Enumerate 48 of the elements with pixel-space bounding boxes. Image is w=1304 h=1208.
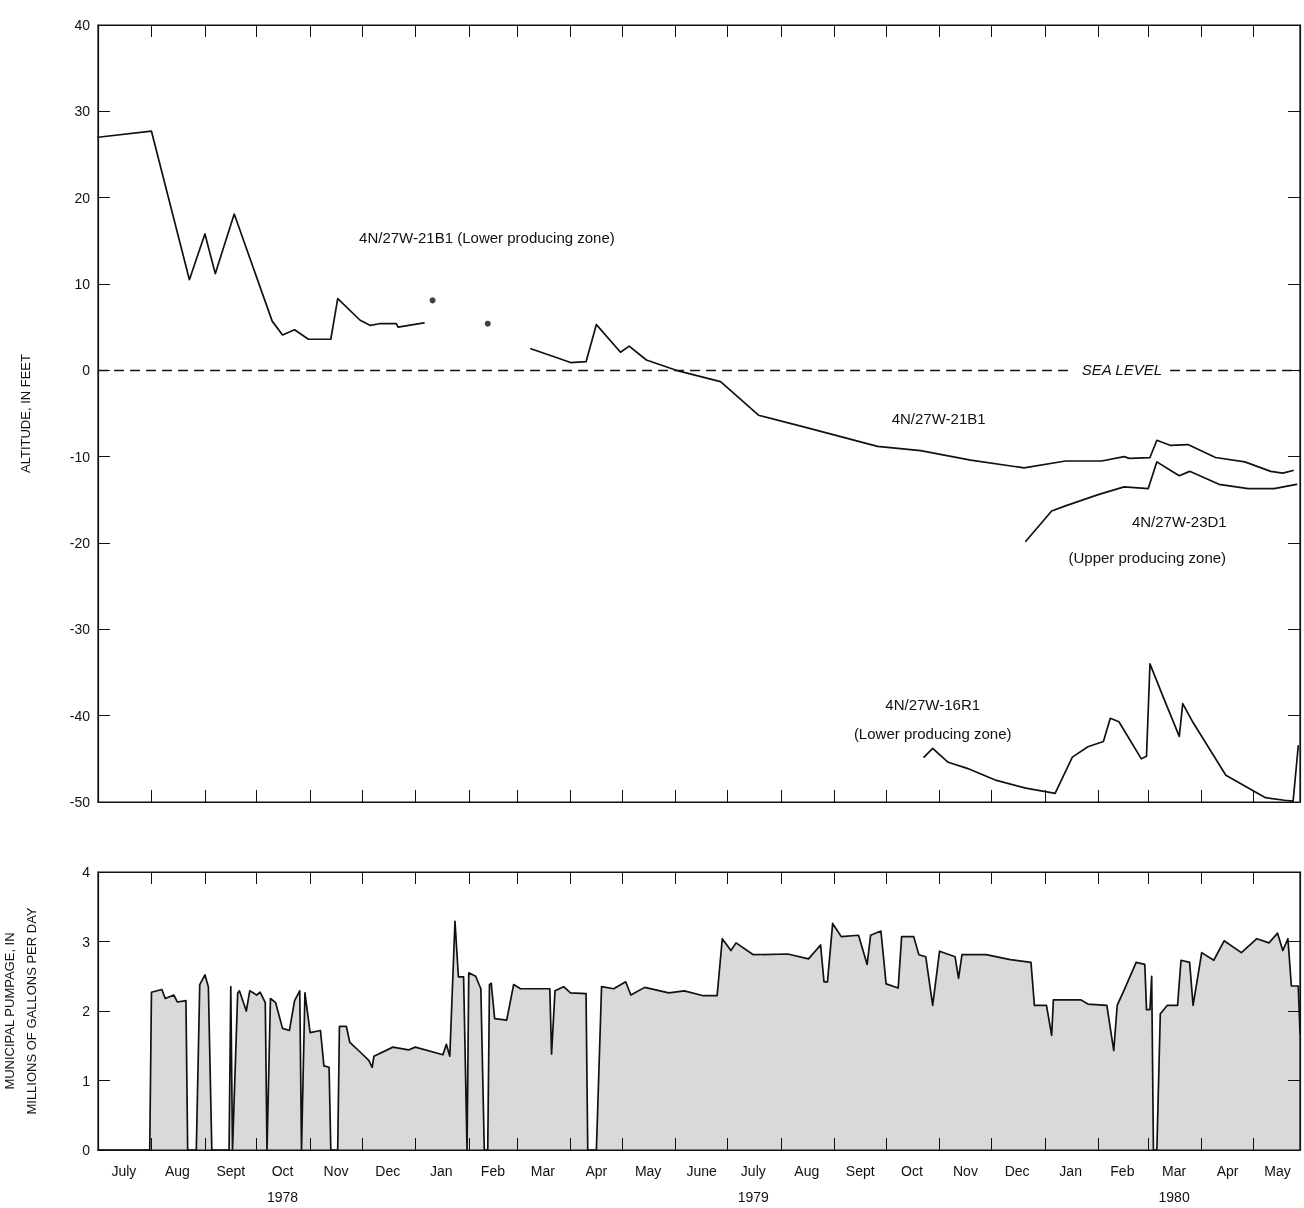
y-tick-label: -10 — [69, 448, 91, 465]
x-tick-label: Apr — [585, 1163, 608, 1179]
x-tick-label: June — [686, 1163, 717, 1179]
x-tick-label: Dec — [375, 1163, 401, 1179]
y-tick-label: 2 — [82, 1003, 91, 1019]
y-tick-label: -40 — [69, 707, 91, 724]
series-label: 4N/27W-21B1 — [891, 410, 986, 428]
y-tick-label: 30 — [74, 103, 91, 120]
x-tick-label: Feb — [1110, 1163, 1135, 1179]
y-tick-label: 40 — [74, 17, 91, 33]
x-tick-label: May — [634, 1163, 662, 1179]
y-tick-label: -20 — [69, 535, 91, 551]
y-tick-label: -50 — [69, 794, 91, 810]
y-axis-title: MUNICIPAL PUMPAGE, IN MILLIONS OF GALLONS PER DAY — [1, 907, 39, 1115]
ref-line-label: SEA LEVEL — [1081, 361, 1162, 379]
y-tick-label: 10 — [74, 276, 91, 292]
x-tick-label: Sept — [216, 1163, 246, 1179]
text: 4N/27W-16R1 — [885, 695, 981, 713]
x-tick-label: July — [111, 1163, 137, 1179]
x-tick-label: Jan — [1059, 1163, 1082, 1179]
x-tick-label: Nov — [952, 1163, 978, 1179]
y-tick-label: 20 — [74, 189, 91, 206]
x-tick-label: Sept — [845, 1163, 875, 1179]
y-tick-label: 1 — [82, 1072, 91, 1089]
y-tick-label: 3 — [82, 933, 91, 950]
y-tick-label: 0 — [82, 362, 91, 379]
y-tick-label: 4 — [82, 864, 91, 880]
y-axis-title: ALTITUDE, IN FEET — [17, 353, 33, 473]
x-tick-label: Feb — [480, 1163, 506, 1179]
line-series — [1024, 461, 1298, 543]
y-tick-label: 0 — [82, 1142, 91, 1158]
y-tick-label: -30 — [69, 621, 91, 638]
x-tick-label: Nov — [323, 1163, 349, 1179]
x-tick-label: Oct — [901, 1163, 923, 1179]
annotation: (Upper producing zone) — [1068, 549, 1227, 567]
x-tick-label: Oct 1978 — [266, 1163, 299, 1205]
x-tick-label: Mar 1980 — [1158, 1163, 1190, 1205]
x-tick-label: Mar — [530, 1163, 556, 1179]
annotation: (Lower producing zone) — [853, 724, 1012, 742]
x-tick-label: May — [1264, 1163, 1291, 1179]
series-label: 4N/27W-23D1 — [1131, 513, 1227, 531]
x-tick-label: Dec — [1004, 1163, 1030, 1179]
x-tick-label: July 1979 — [737, 1163, 770, 1205]
x-tick-label: Jan — [429, 1163, 453, 1179]
annotation: 4N/27W-21B1 (Lower producing zone) — [359, 229, 615, 247]
x-tick-label: Aug — [164, 1163, 190, 1179]
x-tick-label: Apr — [1216, 1163, 1239, 1179]
x-tick-label: Aug — [794, 1163, 820, 1179]
